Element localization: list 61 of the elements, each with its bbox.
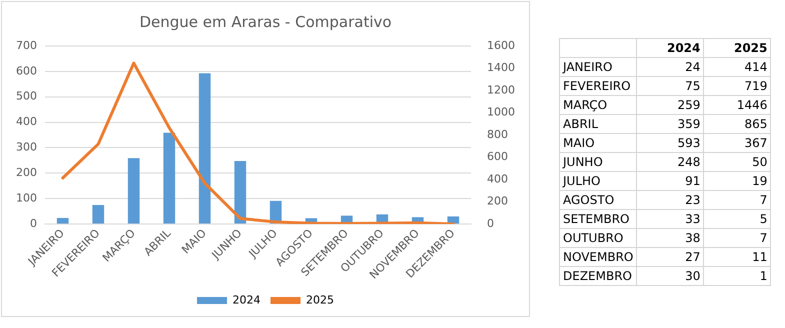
bar [163,132,176,224]
bar [234,160,246,224]
data-label: 414 [704,58,771,76]
y2-tick-label: 600 [487,150,508,164]
y-tick-label: 300 [16,140,37,154]
category-label: JUNHO [560,152,637,172]
category-label: JULHO [560,172,637,190]
bar [198,73,211,224]
data-label: 33 [636,210,704,228]
y-tick-label: 0 [30,216,37,230]
y2-tick-label: 400 [487,172,508,186]
y-tick-label: 700 [16,38,37,52]
text: 2025 [704,38,771,58]
data-label: 359 [636,114,704,134]
y-tick-label: 100 [16,191,37,204]
y-tick-label: 600 [16,64,37,78]
data-label: 23 [636,190,704,210]
legend-label: 2024 [232,293,261,306]
y-tick-label: 400 [16,115,37,128]
y2-tick-label: 1600 [487,38,516,52]
data-label: 1446 [704,96,771,114]
data-label: 11 [704,248,771,266]
data-label: 719 [704,76,771,96]
y2-tick-label: 200 [487,194,508,208]
data-label: 91 [636,172,704,190]
data-label: 367 [704,134,771,152]
category-label: MARÇO [560,96,637,114]
data-label: 19 [704,172,771,190]
data-label: 38 [636,228,704,248]
category-label: SETEMBRO [560,210,637,228]
data-label: 50 [704,152,771,172]
data-label: 27 [636,248,704,266]
data-label: 248 [636,152,704,172]
legend-label: 2025 [306,293,334,306]
category-label: JANEIRO [560,58,637,76]
category-label: ABRIL [560,114,637,134]
y2-tick-label: 1400 [487,61,516,74]
data-label: 7 [704,228,771,248]
bar [56,218,69,224]
bar [92,204,104,224]
data-label: 7 [704,190,771,210]
category-label: MAIO [560,134,637,152]
category-label: AGOSTO [560,190,637,210]
y2-tick-label: 1200 [487,83,516,96]
chart-title: Dengue em Araras - Comparativo [139,12,392,31]
data-label: 259 [636,96,704,114]
data-label: 75 [636,76,704,96]
category-label: FEVEREIRO [560,76,637,96]
data-label: 5 [704,210,771,228]
y2-tick-label: 800 [487,128,508,141]
data-label: 30 [636,266,704,286]
y2-tick-label: 0 [487,216,494,230]
y-tick-label: 200 [16,166,37,180]
data-label: 865 [704,114,771,134]
data-label: 1 [704,266,771,286]
y2-tick-label: 1000 [487,106,516,119]
data-label: 24 [636,58,704,76]
bar [128,158,140,224]
data-label: 593 [636,134,704,152]
y-tick-label: 500 [16,90,37,103]
text: 2024 [636,38,704,58]
